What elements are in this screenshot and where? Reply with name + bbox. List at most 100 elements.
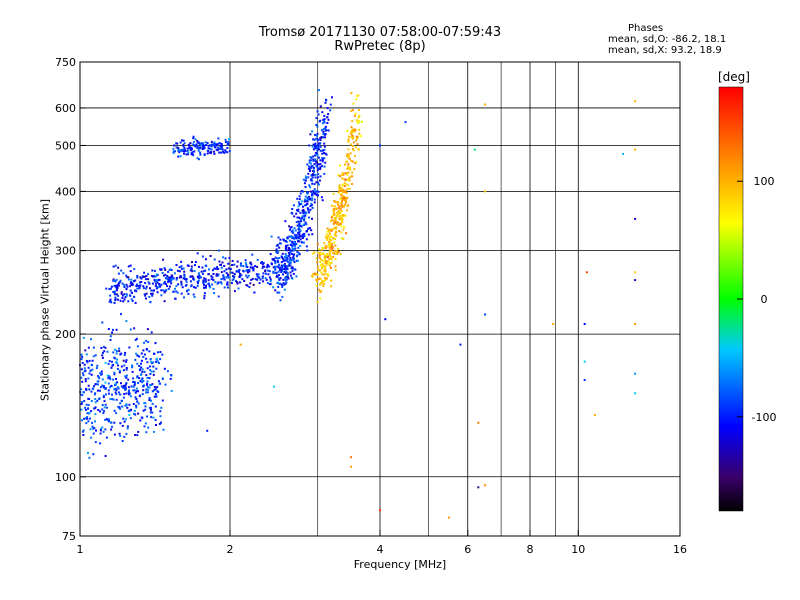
trace-point xyxy=(353,130,356,132)
trace-point xyxy=(170,374,173,377)
trace-point xyxy=(323,145,326,148)
trace-point xyxy=(316,132,319,135)
trace-point xyxy=(147,341,150,343)
trace-point xyxy=(180,267,183,270)
trace-point xyxy=(127,276,130,279)
trace-point xyxy=(86,417,89,420)
trace-point xyxy=(245,263,248,266)
trace-point xyxy=(270,235,273,238)
trace-point xyxy=(116,289,118,292)
trace-point xyxy=(331,228,334,231)
trace-point xyxy=(159,268,162,271)
trace-point xyxy=(198,158,200,161)
trace-point xyxy=(194,145,197,148)
trace-point xyxy=(224,141,227,143)
trace-point xyxy=(314,145,317,148)
trace-point xyxy=(269,279,272,282)
trace-point xyxy=(133,327,136,330)
trace-point xyxy=(339,218,342,221)
trace-point xyxy=(345,201,348,204)
trace-point xyxy=(288,259,291,262)
trace-point xyxy=(323,148,326,151)
trace-point xyxy=(197,147,200,150)
trace-point xyxy=(159,285,162,288)
trace-point xyxy=(150,416,153,419)
trace-point xyxy=(316,261,319,264)
trace-point xyxy=(283,271,286,273)
trace-point xyxy=(108,376,111,379)
trace-point xyxy=(175,142,178,145)
trace-point xyxy=(282,260,285,262)
trace-point xyxy=(124,404,127,407)
trace-point xyxy=(115,393,118,396)
trace-point xyxy=(90,400,93,402)
trace-point xyxy=(318,183,320,186)
trace-point xyxy=(324,125,327,128)
trace-point xyxy=(296,224,299,227)
trace-point xyxy=(163,300,166,303)
trace-point xyxy=(284,220,287,223)
x-tick-label: 6 xyxy=(464,543,471,556)
trace-point xyxy=(256,258,259,261)
trace-point xyxy=(352,141,355,144)
trace-point xyxy=(175,290,178,293)
trace-point xyxy=(350,136,353,139)
trace-point xyxy=(150,399,152,402)
trace-point xyxy=(330,249,333,252)
trace-point xyxy=(146,376,149,379)
trace-point xyxy=(80,376,83,379)
trace-point xyxy=(268,270,271,273)
trace-point xyxy=(268,265,271,268)
trace-point xyxy=(187,288,190,291)
isolated-point xyxy=(404,121,407,124)
trace-point xyxy=(346,167,349,170)
trace-point xyxy=(145,292,148,295)
trace-point xyxy=(339,175,341,178)
trace-point xyxy=(112,265,115,268)
trace-point xyxy=(358,109,360,111)
trace-point xyxy=(145,348,148,350)
trace-point xyxy=(107,377,110,380)
trace-point xyxy=(349,152,352,155)
trace-point xyxy=(256,278,259,281)
trace-point xyxy=(145,275,148,277)
trace-point xyxy=(170,282,173,285)
trace-point xyxy=(300,220,303,223)
trace-point xyxy=(102,396,105,399)
trace-point xyxy=(160,406,163,409)
trace-point xyxy=(319,283,322,286)
trace-point xyxy=(186,264,189,267)
trace-point xyxy=(351,175,354,178)
trace-point xyxy=(348,135,350,138)
trace-point xyxy=(326,256,329,259)
trace-point xyxy=(191,270,194,273)
trace-point xyxy=(306,200,309,203)
x-tick-label: 2 xyxy=(227,543,234,556)
trace-point xyxy=(188,145,191,148)
trace-point xyxy=(224,257,227,260)
trace-point xyxy=(225,268,228,271)
trace-point xyxy=(337,251,340,253)
trace-point xyxy=(82,374,85,377)
isolated-point xyxy=(634,392,637,395)
trace-point xyxy=(351,145,354,147)
trace-point xyxy=(285,281,288,284)
trace-point xyxy=(151,275,154,277)
trace-point xyxy=(314,152,317,154)
trace-point xyxy=(202,281,205,284)
trace-point xyxy=(320,271,323,274)
trace-point xyxy=(135,390,138,393)
trace-point xyxy=(325,236,328,239)
trace-point xyxy=(114,299,117,302)
trace-point xyxy=(185,280,188,283)
trace-point xyxy=(277,281,280,284)
trace-point xyxy=(125,404,128,407)
trace-point xyxy=(136,400,139,403)
trace-point xyxy=(305,245,308,248)
trace-point xyxy=(222,274,225,277)
trace-point xyxy=(124,386,127,389)
trace-point xyxy=(286,275,289,278)
trace-point xyxy=(284,240,287,243)
trace-point xyxy=(218,147,220,150)
trace-point xyxy=(159,358,162,361)
